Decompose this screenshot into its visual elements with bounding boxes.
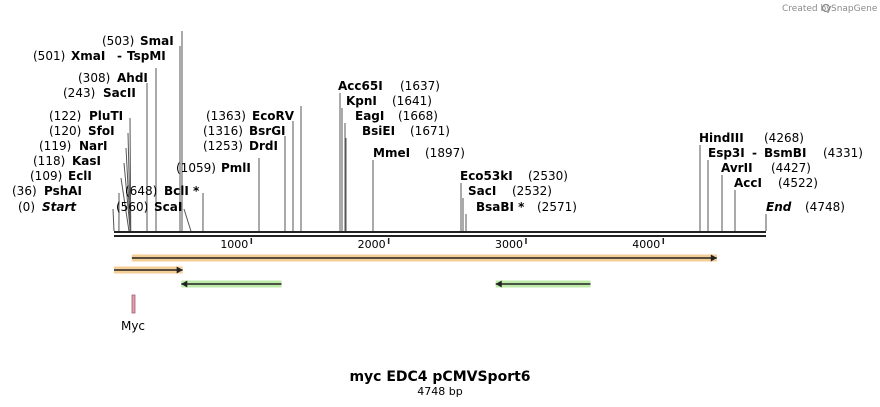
- site-leader-line: [129, 117, 132, 232]
- feature-arrowhead-icon: [181, 280, 188, 288]
- site-position: (2571): [537, 200, 577, 214]
- site-position: (501): [33, 49, 65, 63]
- myc-tag-label: Myc: [121, 319, 145, 333]
- site-position: (36): [12, 184, 37, 198]
- site-enzyme-name-2[interactable]: TspMI: [127, 49, 166, 63]
- site-enzyme-name[interactable]: KasI: [72, 154, 101, 168]
- site-position: (1668): [398, 109, 438, 123]
- feature-orf-long[interactable]: [131, 254, 717, 262]
- site-enzyme-name[interactable]: End: [766, 200, 792, 214]
- site-leader-line: [183, 208, 192, 232]
- site-position: (4268): [764, 131, 804, 145]
- site-enzyme-name[interactable]: BsrGI: [249, 124, 286, 138]
- site-position: (109): [30, 169, 62, 183]
- site-position: (243): [63, 86, 95, 100]
- site-enzyme-name[interactable]: BsiEI: [362, 124, 395, 138]
- tick-label: 1000: [220, 238, 248, 251]
- map-title: myc EDC4 pCMVSport6: [349, 369, 530, 385]
- feature-arrowhead-icon: [176, 266, 183, 274]
- site-enzyme-name[interactable]: Esp3I: [708, 146, 745, 160]
- site-position: (1671): [410, 124, 450, 138]
- site-leader-line: [123, 162, 131, 232]
- site-enzyme-name[interactable]: SacI: [468, 184, 496, 198]
- site-position: (2530): [528, 169, 568, 183]
- site-enzyme-name[interactable]: NarI: [79, 139, 108, 153]
- feature-orf-rev-2[interactable]: [495, 280, 591, 288]
- site-enzyme-name[interactable]: Eco53kI: [460, 169, 513, 183]
- site-position: (4331): [823, 146, 863, 160]
- site-leader-line: [120, 177, 130, 232]
- site-position: (4748): [805, 200, 845, 214]
- site-enzyme-name[interactable]: PluTI: [89, 109, 123, 123]
- site-leader-line: [125, 147, 131, 232]
- site-position: (1363): [206, 109, 246, 123]
- site-enzyme-name[interactable]: ScaI: [154, 200, 182, 214]
- site-position: (4522): [778, 176, 818, 190]
- tick-label: 4000: [632, 238, 660, 251]
- site-position: (1253): [203, 139, 243, 153]
- site-position: (1637): [400, 79, 440, 93]
- site-leader-line: [127, 132, 131, 232]
- site-enzyme-name[interactable]: MmeI: [373, 146, 410, 160]
- site-separator: -: [117, 49, 122, 63]
- site-position: (120): [49, 124, 81, 138]
- site-enzyme-name[interactable]: BsaBI *: [476, 200, 525, 214]
- site-enzyme-name-2[interactable]: BsmBI: [764, 146, 806, 160]
- site-enzyme-name[interactable]: BclI *: [164, 184, 200, 198]
- site-enzyme-name[interactable]: EagI: [355, 109, 384, 123]
- site-enzyme-name[interactable]: PshAI: [44, 184, 82, 198]
- site-position: (2532): [512, 184, 552, 198]
- feature-orf-short[interactable]: [114, 266, 183, 274]
- site-position: (1897): [425, 146, 465, 160]
- site-position: (1316): [203, 124, 243, 138]
- feature-orf-rev-1[interactable]: [181, 280, 282, 288]
- site-position: (1641): [392, 94, 432, 108]
- site-enzyme-name[interactable]: SfoI: [88, 124, 115, 138]
- site-enzyme-name[interactable]: SacII: [103, 86, 136, 100]
- site-enzyme-name[interactable]: AhdI: [117, 71, 148, 85]
- snapgene-logo-icon: [821, 3, 831, 13]
- site-separator: -: [752, 146, 757, 160]
- site-enzyme-name[interactable]: AvrII: [721, 161, 753, 175]
- site-enzyme-name[interactable]: AccI: [734, 176, 762, 190]
- site-enzyme-name[interactable]: DrdI: [249, 139, 278, 153]
- site-position: (0): [18, 200, 35, 214]
- site-leader-line: [112, 208, 115, 232]
- myc-tag-feature[interactable]: Myc: [121, 294, 145, 333]
- credit-brand: SnapGene: [831, 4, 878, 14]
- tick-label: 2000: [358, 238, 386, 251]
- site-enzyme-name[interactable]: EcoRV: [252, 109, 295, 123]
- feature-arrowhead-icon: [710, 254, 717, 262]
- site-position: (4427): [771, 161, 811, 175]
- site-enzyme-name[interactable]: KpnI: [346, 94, 377, 108]
- credit-text: Created by: [782, 4, 832, 14]
- site-position: (648): [125, 184, 157, 198]
- site-enzyme-name[interactable]: Acc65I: [338, 79, 383, 93]
- site-position: (1059): [176, 161, 216, 175]
- map-length: 4748 bp: [417, 385, 462, 398]
- tick-label: 3000: [495, 238, 523, 251]
- site-enzyme-name[interactable]: XmaI: [71, 49, 105, 63]
- site-enzyme-name[interactable]: EclI: [68, 169, 92, 183]
- site-position: (119): [39, 139, 71, 153]
- sequence-backbone: [114, 231, 766, 237]
- site-position: (122): [49, 109, 81, 123]
- feature-arrowhead-icon: [495, 280, 502, 288]
- site-enzyme-name[interactable]: HindIII: [699, 131, 744, 145]
- site-position: (503): [102, 34, 134, 48]
- site-position: (560): [116, 200, 148, 214]
- site-position: (118): [33, 154, 65, 168]
- site-enzyme-name[interactable]: SmaI: [140, 34, 174, 48]
- site-position: (308): [78, 71, 110, 85]
- site-enzyme-name[interactable]: Start: [42, 200, 77, 214]
- site-enzyme-name[interactable]: PmlI: [221, 161, 251, 175]
